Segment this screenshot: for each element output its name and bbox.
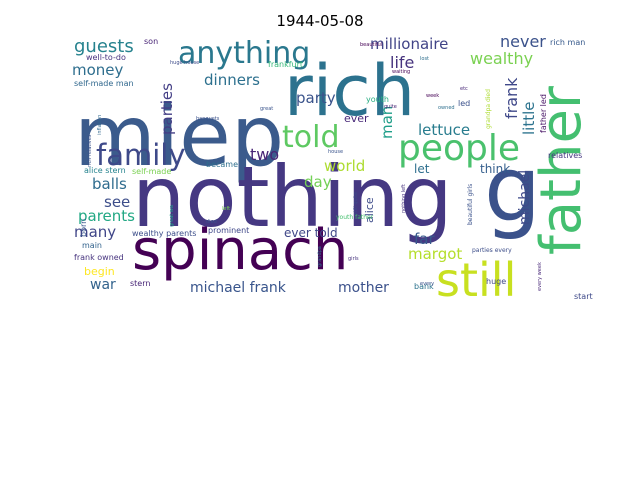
word: let — [414, 162, 430, 176]
word: told — [282, 120, 340, 155]
word: think — [480, 162, 511, 176]
word: relatives — [548, 151, 583, 160]
word: balls — [92, 175, 127, 193]
word: self-made man — [74, 79, 134, 88]
word: day — [304, 173, 332, 191]
word: rich relatives — [87, 134, 93, 167]
word: every — [420, 281, 435, 287]
word: parties every — [472, 247, 512, 254]
word: frankfurt — [268, 60, 304, 69]
word: never — [500, 37, 546, 51]
word: nothing left — [401, 184, 407, 213]
word: huge house — [170, 60, 200, 66]
word: ever told — [284, 226, 338, 240]
word: quite — [384, 104, 397, 110]
word: house — [328, 149, 344, 155]
word: michael — [517, 169, 533, 225]
word: beautiful — [360, 42, 383, 48]
word: frank owned — [74, 253, 124, 262]
word: father led — [539, 94, 548, 133]
word: people — [398, 128, 521, 169]
word: dinners — [204, 71, 260, 89]
word: left — [222, 206, 231, 212]
word: every week — [537, 262, 543, 291]
word: youth — [366, 95, 389, 104]
word: ever — [344, 112, 369, 125]
word: great wa — [169, 205, 175, 227]
word: man — [378, 105, 396, 139]
word: died — [206, 219, 217, 225]
word: inflation — [97, 114, 103, 135]
word: millionaire — [370, 37, 449, 53]
word: nothing — [132, 148, 453, 246]
word: little — [520, 101, 538, 136]
word: rich — [284, 50, 416, 132]
word: margot — [408, 245, 463, 263]
word: grandpa died — [485, 89, 492, 129]
word: wealthy parents — [132, 229, 197, 238]
word: michael frank — [190, 280, 286, 296]
word: became — [206, 160, 239, 169]
word: still quite — [353, 191, 359, 215]
word: born — [79, 218, 88, 237]
word: anything — [178, 37, 311, 71]
word: life — [390, 53, 415, 72]
word-cloud: miep rich nothing spinach father g still… — [72, 37, 600, 301]
word: lettuce — [418, 121, 471, 139]
word: still — [436, 253, 517, 301]
word: guests — [74, 37, 134, 57]
word: self-made — [132, 167, 172, 176]
word: alice stern — [84, 166, 126, 175]
word: spinach — [132, 218, 349, 283]
word: frank — [502, 77, 521, 119]
word: grandpa — [317, 246, 323, 267]
word: well-to-do — [86, 53, 126, 62]
word: bank — [414, 282, 434, 291]
word: etc — [460, 86, 468, 92]
word: two — [250, 145, 280, 164]
word: far — [414, 230, 435, 248]
word: party — [296, 89, 336, 107]
word: war — [90, 277, 116, 293]
word: waiting — [392, 69, 411, 75]
word: huge — [486, 277, 507, 286]
word: many — [74, 223, 117, 241]
word: owned — [438, 105, 455, 111]
word: miep — [74, 87, 285, 185]
word: g — [484, 137, 542, 242]
word: led — [458, 99, 471, 108]
word: banquets — [196, 116, 220, 122]
word: beautiful girls — [467, 183, 474, 225]
word: son — [144, 37, 159, 46]
word: mother — [338, 280, 389, 296]
word: begin — [84, 265, 115, 278]
word: week — [426, 93, 440, 99]
word: wealthy — [470, 49, 534, 68]
word: great — [260, 106, 274, 112]
word: youth father — [336, 214, 374, 221]
word: stern — [130, 279, 151, 288]
word: money — [72, 61, 124, 79]
word: see — [104, 193, 131, 211]
word: parties — [158, 83, 176, 135]
word: world — [324, 157, 366, 175]
word: girls — [348, 256, 359, 262]
word: family — [96, 138, 186, 172]
word: rich man — [550, 38, 586, 47]
plot-title: 1944-05-08 — [276, 12, 364, 30]
word: lost — [420, 56, 430, 62]
word: prominent — [208, 226, 250, 235]
word: parents — [78, 207, 135, 225]
word: main — [82, 241, 102, 250]
word: start — [574, 292, 593, 301]
